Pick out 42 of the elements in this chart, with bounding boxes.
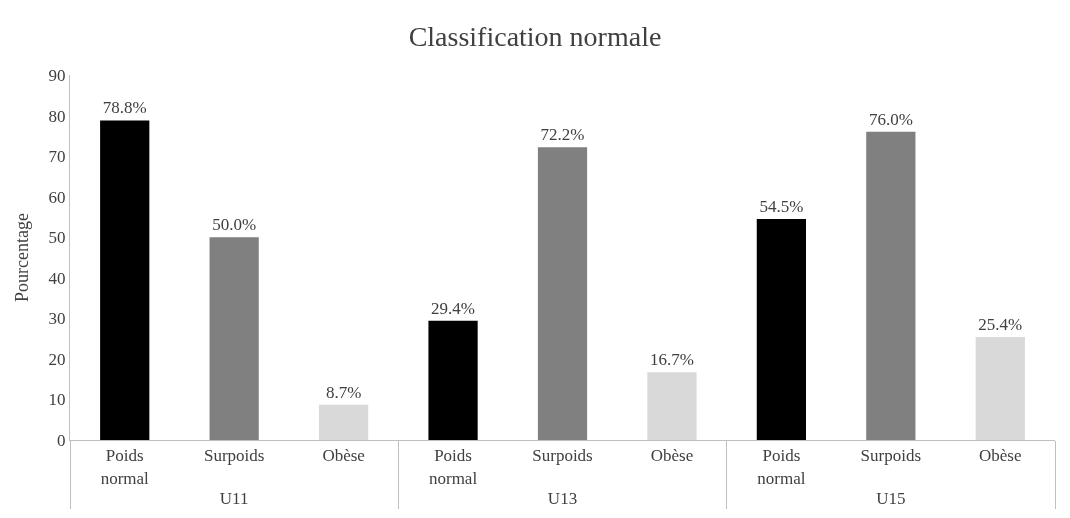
x-tick-label: U13 [547,489,578,509]
bar [209,237,259,440]
text: Obèse [979,446,1022,466]
data-label: 29.4% [431,298,476,318]
x-tick-label: U15 [876,489,906,509]
text: Obèse [650,446,694,466]
data-label: 8.7% [325,382,362,402]
text: Surpoids [203,446,265,466]
series-label: Poids normal [100,446,150,488]
data-label: 72.2% [540,125,585,145]
data-label: 50.0% [212,215,257,235]
series-label: Obèse [322,446,365,466]
text: Poids normal [428,446,478,488]
bar [537,147,588,440]
y-tick-label: 80 [48,106,66,126]
bar [318,404,369,440]
y-tick-label: 40 [48,268,66,288]
y-tick-label: 70 [48,147,66,167]
data-label: 76.0% [868,109,913,129]
y-tick-label: 20 [48,349,66,369]
bar [756,218,807,440]
y-tick-label: 60 [48,187,66,207]
x-tick-label: U11 [219,489,249,509]
bar [428,320,478,440]
y-tick-label: 30 [48,309,66,329]
chart-title: Classification normale [408,20,662,52]
series-label: Surpoids [860,446,922,466]
text: Surpoids [532,446,593,466]
data-label: 25.4% [978,314,1023,334]
y-tick-label: 10 [48,390,66,410]
y-tick-label: 0 [57,430,66,450]
bar [100,120,150,440]
data-label: 16.7% [649,350,694,370]
y-axis-title: Pourcentage [11,213,32,302]
y-tick-label: 90 [48,65,66,85]
data-label: 78.8% [102,98,147,118]
y-tick-label: 50 [48,228,66,248]
bar [866,131,916,440]
bar [647,372,697,440]
text: Poids normal [757,446,806,488]
bar [975,336,1025,440]
data-label: 54.5% [759,196,804,216]
